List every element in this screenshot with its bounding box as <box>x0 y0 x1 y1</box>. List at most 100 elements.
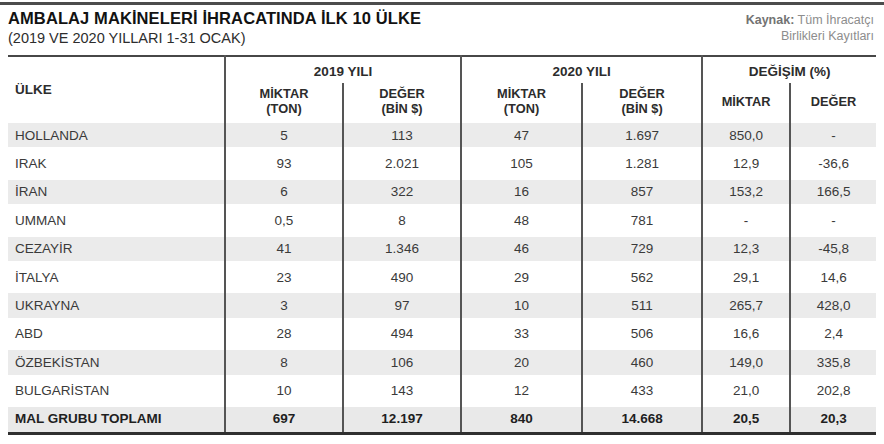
value-cell: 511 <box>582 291 702 319</box>
value-cell: 12,3 <box>702 235 790 263</box>
table-row: ABD 28 494 33 506 16,6 2,4 <box>8 320 876 348</box>
value-cell: 460 <box>582 348 702 376</box>
column-group-change: DEĞİŞİM (%) <box>702 56 876 83</box>
table-total-row: MAL GRUBU TOPLAMI 697 12.197 840 14.668 … <box>8 405 876 433</box>
header-group-row: ÜLKE 2019 YILI 2020 YILI DEĞİŞİM (%) <box>8 56 876 83</box>
value-cell: 33 <box>461 320 582 348</box>
table-row: UKRAYNA 3 97 10 511 265,7 428,0 <box>8 291 876 319</box>
value-cell: 12.197 <box>343 405 461 433</box>
table-row: İTALYA 23 490 29 562 29,1 14,6 <box>8 263 876 291</box>
value-cell: 93 <box>225 149 343 177</box>
value-cell: 105 <box>461 149 582 177</box>
value-cell: 29,1 <box>702 263 790 291</box>
value-cell: 1.281 <box>582 149 702 177</box>
column-header-country: ÜLKE <box>8 56 225 121</box>
value-cell: 23 <box>225 263 343 291</box>
value-cell: - <box>790 121 876 149</box>
column-header-2020-amount: MİKTAR (TON) <box>461 83 582 121</box>
column-group-2020: 2020 YILI <box>461 56 702 83</box>
value-cell: 28 <box>225 320 343 348</box>
value-cell: 729 <box>582 235 702 263</box>
country-cell: IRAK <box>8 149 225 177</box>
value-cell: 1.346 <box>343 235 461 263</box>
value-cell: 562 <box>582 263 702 291</box>
page-title: AMBALAJ MAKİNELERİ İHRACATINDA İLK 10 ÜL… <box>8 9 421 28</box>
column-header-change-amount: MİKTAR <box>702 83 790 121</box>
value-cell: 8 <box>225 348 343 376</box>
value-cell: -45,8 <box>790 235 876 263</box>
country-cell: ABD <box>8 320 225 348</box>
value-cell: 322 <box>343 178 461 206</box>
value-cell: 2.021 <box>343 149 461 177</box>
value-cell: 12,9 <box>702 149 790 177</box>
value-cell: 106 <box>343 348 461 376</box>
value-cell: 428,0 <box>790 291 876 319</box>
value-cell: 166,5 <box>790 178 876 206</box>
value-cell: 20,5 <box>702 405 790 433</box>
value-cell: 2,4 <box>790 320 876 348</box>
value-cell: 20 <box>461 348 582 376</box>
value-cell: 14.668 <box>582 405 702 433</box>
value-cell: 6 <box>225 178 343 206</box>
value-cell: 0,5 <box>225 206 343 234</box>
table-row: CEZAYİR 41 1.346 46 729 12,3 -45,8 <box>8 235 876 263</box>
source-text-line1: Tüm İhracatçı <box>794 13 874 27</box>
value-cell: 857 <box>582 178 702 206</box>
value-cell: 149,0 <box>702 348 790 376</box>
country-cell: HOLLANDA <box>8 121 225 149</box>
value-cell: 850,0 <box>702 121 790 149</box>
value-cell: 433 <box>582 377 702 405</box>
export-table: ÜLKE 2019 YILI 2020 YILI DEĞİŞİM (%) MİK… <box>8 55 876 435</box>
value-cell: 113 <box>343 121 461 149</box>
value-cell: 16,6 <box>702 320 790 348</box>
value-cell: 10 <box>225 377 343 405</box>
value-cell: 506 <box>582 320 702 348</box>
value-cell: 490 <box>343 263 461 291</box>
value-cell: 143 <box>343 377 461 405</box>
value-cell: 46 <box>461 235 582 263</box>
source-note: Kaynak: Tüm İhracatçı Birlikleri Kayıtlar… <box>746 12 874 45</box>
source-text-line2: Birlikleri Kayıtları <box>781 29 874 43</box>
table-row: ÖZBEKİSTAN 8 106 20 460 149,0 335,8 <box>8 348 876 376</box>
value-cell: 14,6 <box>790 263 876 291</box>
value-cell: 29 <box>461 263 582 291</box>
table-row: IRAK 93 2.021 105 1.281 12,9 -36,6 <box>8 149 876 177</box>
value-cell: 1.697 <box>582 121 702 149</box>
country-cell: ÖZBEKİSTAN <box>8 348 225 376</box>
value-cell: 16 <box>461 178 582 206</box>
country-cell: BULGARİSTAN <box>8 377 225 405</box>
country-cell: İTALYA <box>8 263 225 291</box>
country-cell: UMMAN <box>8 206 225 234</box>
country-cell: UKRAYNA <box>8 291 225 319</box>
value-cell: 47 <box>461 121 582 149</box>
page-subtitle: (2019 VE 2020 YILLARI 1-31 OCAK) <box>8 30 246 46</box>
country-cell: İRAN <box>8 178 225 206</box>
column-header-2020-value: DEĞER (BİN $) <box>582 83 702 121</box>
table-row: İRAN 6 322 16 857 153,2 166,5 <box>8 178 876 206</box>
value-cell: 265,7 <box>702 291 790 319</box>
value-cell: 153,2 <box>702 178 790 206</box>
value-cell: 840 <box>461 405 582 433</box>
column-header-2019-amount: MİKTAR (TON) <box>225 83 343 121</box>
data-table: ÜLKE 2019 YILI 2020 YILI DEĞİŞİM (%) MİK… <box>8 55 876 435</box>
value-cell: 5 <box>225 121 343 149</box>
value-cell: - <box>790 206 876 234</box>
value-cell: 3 <box>225 291 343 319</box>
column-header-change-value: DEĞER <box>790 83 876 121</box>
value-cell: 494 <box>343 320 461 348</box>
column-group-2019: 2019 YILI <box>225 56 461 83</box>
value-cell: 97 <box>343 291 461 319</box>
value-cell: 21,0 <box>702 377 790 405</box>
value-cell: 202,8 <box>790 377 876 405</box>
value-cell: 8 <box>343 206 461 234</box>
value-cell: 335,8 <box>790 348 876 376</box>
value-cell: 12 <box>461 377 582 405</box>
value-cell: 41 <box>225 235 343 263</box>
value-cell: - <box>702 206 790 234</box>
value-cell: 10 <box>461 291 582 319</box>
source-label: Kaynak: <box>746 13 795 27</box>
value-cell: 48 <box>461 206 582 234</box>
value-cell: -36,6 <box>790 149 876 177</box>
country-cell: CEZAYİR <box>8 235 225 263</box>
value-cell: 697 <box>225 405 343 433</box>
